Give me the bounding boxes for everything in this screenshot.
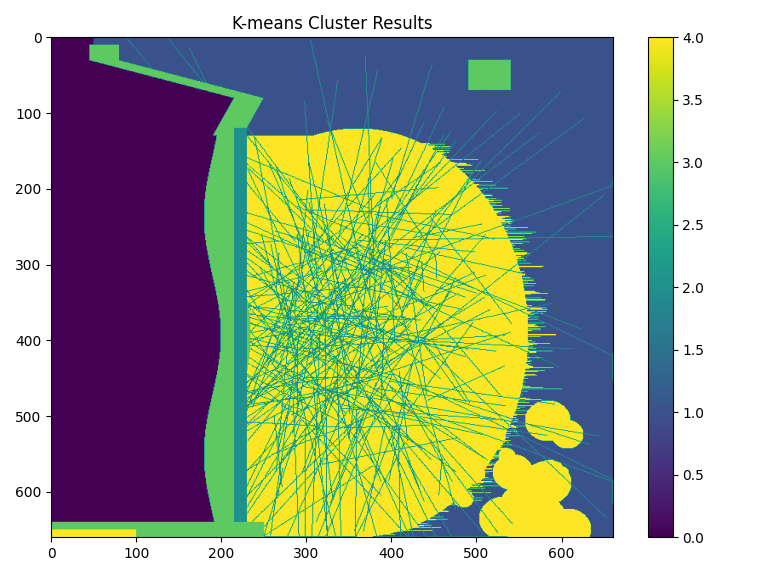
Title: K-means Cluster Results: K-means Cluster Results bbox=[231, 15, 432, 33]
